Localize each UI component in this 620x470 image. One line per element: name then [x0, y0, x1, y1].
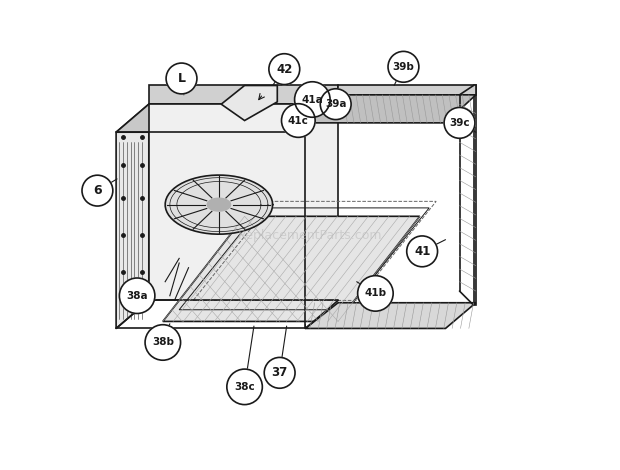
Text: 6: 6 — [93, 184, 102, 197]
Polygon shape — [149, 104, 338, 300]
Circle shape — [145, 325, 180, 360]
Text: 39a: 39a — [325, 99, 347, 109]
Polygon shape — [207, 198, 231, 211]
Circle shape — [444, 108, 475, 138]
Text: 38b: 38b — [152, 337, 174, 347]
Text: 41b: 41b — [365, 289, 386, 298]
Text: ReplacementParts.com: ReplacementParts.com — [237, 228, 383, 242]
Circle shape — [358, 275, 393, 311]
Polygon shape — [116, 104, 338, 132]
Text: L: L — [177, 72, 185, 85]
Circle shape — [120, 278, 155, 313]
Circle shape — [227, 369, 262, 405]
Text: 41a: 41a — [301, 94, 323, 104]
Polygon shape — [221, 86, 277, 120]
Text: 38c: 38c — [234, 382, 255, 392]
Text: 39b: 39b — [392, 62, 414, 72]
Polygon shape — [305, 95, 476, 123]
Circle shape — [388, 51, 419, 82]
Polygon shape — [149, 86, 338, 104]
Circle shape — [294, 82, 330, 117]
Circle shape — [166, 63, 197, 94]
Text: 37: 37 — [272, 366, 288, 379]
Polygon shape — [338, 86, 476, 95]
Circle shape — [281, 104, 315, 137]
Text: 41c: 41c — [288, 116, 309, 125]
Polygon shape — [305, 303, 476, 329]
Text: 38a: 38a — [126, 291, 148, 301]
Circle shape — [264, 357, 295, 388]
Circle shape — [269, 54, 299, 85]
Polygon shape — [474, 86, 476, 305]
Circle shape — [321, 89, 351, 119]
Polygon shape — [166, 175, 273, 234]
Text: 42: 42 — [276, 63, 293, 76]
Text: 39c: 39c — [450, 118, 470, 128]
Circle shape — [407, 236, 438, 267]
Polygon shape — [163, 216, 420, 321]
Text: 41: 41 — [414, 245, 430, 258]
Circle shape — [82, 175, 113, 206]
Polygon shape — [116, 104, 149, 329]
